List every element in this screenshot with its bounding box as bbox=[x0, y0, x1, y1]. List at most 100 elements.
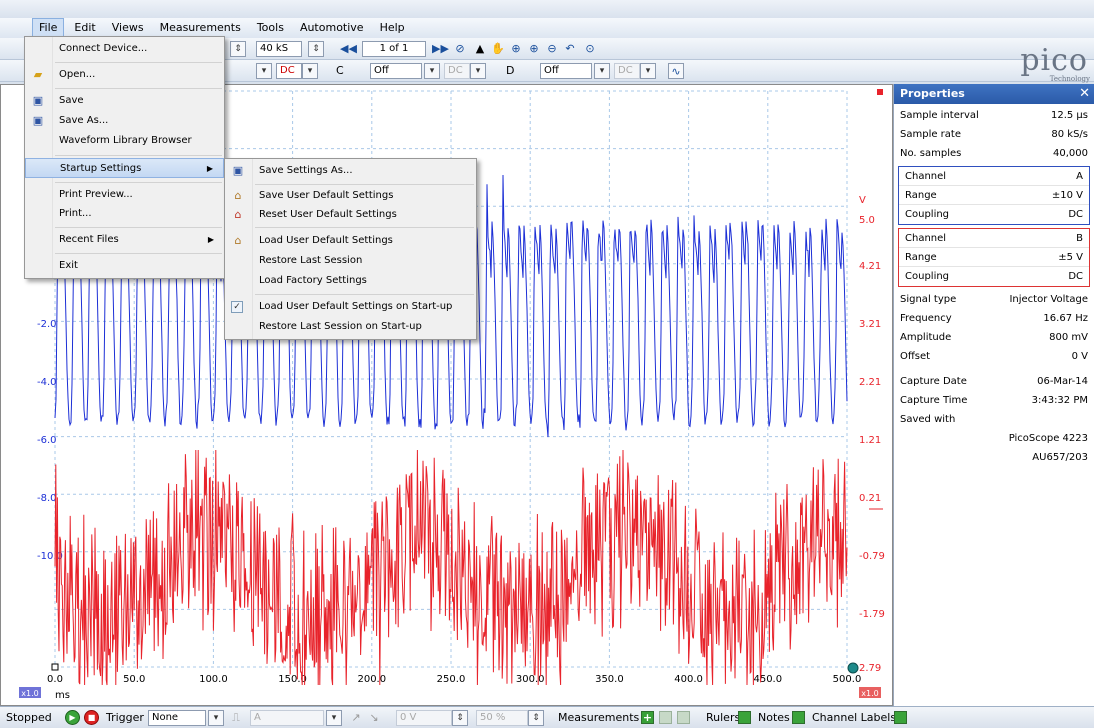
menu-item-save-settings-as[interactable]: ▣ Save Settings As... bbox=[225, 161, 476, 181]
property-row: Offset 0 V bbox=[894, 347, 1094, 366]
menu-item-label: Restore Last Session bbox=[259, 255, 363, 266]
channel-d-range-dropdown[interactable]: ▾ bbox=[594, 63, 610, 79]
x-axis-unit: ms bbox=[55, 690, 70, 701]
right-axis-tick: 4.21 bbox=[859, 261, 881, 272]
edit-measurement-icon[interactable] bbox=[659, 711, 672, 724]
menu-item-load-default-on-startup[interactable]: ✓ Load User Default Settings on Start-up bbox=[225, 297, 476, 317]
trigger-level[interactable]: 0 V bbox=[396, 710, 452, 726]
menu-item-open[interactable]: ▰ Open... bbox=[25, 65, 224, 85]
trigger-position[interactable]: 50 % bbox=[476, 710, 528, 726]
menu-separator bbox=[55, 182, 222, 183]
menu-item-label: Load User Default Settings on Start-up bbox=[259, 301, 453, 312]
menu-help[interactable]: Help bbox=[379, 21, 405, 34]
menu-item-restore-last-session[interactable]: Restore Last Session bbox=[225, 251, 476, 271]
x-tick-label: 250.0 bbox=[437, 674, 466, 685]
math-channel-icon[interactable]: ∿ bbox=[668, 63, 684, 79]
menu-item-recent-files[interactable]: Recent Files ▶ bbox=[25, 230, 224, 250]
menu-item-exit[interactable]: Exit bbox=[25, 256, 224, 276]
zoom-fit-icon[interactable]: ⊙ bbox=[585, 42, 595, 55]
channel-a-coupling[interactable]: DC bbox=[276, 63, 302, 79]
trigger-channel-dropdown[interactable]: ▾ bbox=[326, 710, 342, 726]
zoom-in-icon[interactable]: ⊕ bbox=[529, 42, 539, 55]
menu-item-label: Exit bbox=[59, 260, 78, 271]
zoom-out-icon[interactable]: ⊖ bbox=[547, 42, 557, 55]
property-value: ±5 V bbox=[1058, 252, 1083, 263]
add-measurement-icon[interactable]: + bbox=[641, 711, 654, 724]
left-axis-tick: -2.0 bbox=[37, 319, 57, 330]
hand-tool-icon[interactable]: ✋ bbox=[491, 42, 505, 55]
property-value: B bbox=[1076, 233, 1083, 244]
buffer-navigator[interactable]: 1 of 1 bbox=[362, 41, 426, 57]
menu-item-label: Save bbox=[59, 95, 84, 106]
menu-item-load-user-default[interactable]: ⌂ Load User Default Settings bbox=[225, 231, 476, 251]
channel-c-label: C bbox=[336, 64, 344, 77]
undo-zoom-icon[interactable]: ↶ bbox=[565, 42, 575, 55]
properties-header: Properties ✕ bbox=[894, 84, 1094, 104]
menu-edit[interactable]: Edit bbox=[74, 21, 96, 34]
samples-stepper-2[interactable]: ⇕ bbox=[308, 41, 324, 57]
menu-item-waveform-library[interactable]: Waveform Library Browser bbox=[25, 131, 224, 151]
property-row: Range ±10 V bbox=[899, 186, 1089, 205]
channel-c-coupling[interactable]: DC bbox=[444, 63, 470, 79]
menu-item-load-factory-settings[interactable]: Load Factory Settings bbox=[225, 271, 476, 291]
delete-measurement-icon[interactable] bbox=[677, 711, 690, 724]
pico-logo-sub: Technology bbox=[1049, 75, 1090, 83]
channel-labels-toggle-icon[interactable] bbox=[894, 711, 907, 724]
menu-automotive[interactable]: Automotive bbox=[299, 21, 364, 34]
menu-item-print-preview[interactable]: Print Preview... bbox=[25, 185, 224, 205]
zoom-icon[interactable]: ⊕ bbox=[511, 42, 521, 55]
menu-separator bbox=[255, 294, 474, 295]
samples-stepper[interactable]: ⇕ bbox=[230, 41, 246, 57]
falling-edge-icon[interactable]: ↘ bbox=[369, 711, 379, 724]
rising-edge-icon[interactable]: ↗ bbox=[351, 711, 361, 724]
menu-item-save[interactable]: ▣ Save bbox=[25, 91, 224, 111]
x-tick-label: 400.0 bbox=[674, 674, 703, 685]
buffer-first-icon[interactable]: ◀◀ bbox=[340, 42, 357, 55]
notes-toggle-icon[interactable] bbox=[792, 711, 805, 724]
select-tool-icon[interactable]: ▲ bbox=[475, 42, 485, 55]
property-key: Range bbox=[905, 252, 937, 263]
property-key: Sample interval bbox=[900, 110, 979, 121]
properties-body: Sample interval 12.5 µs Sample rate 80 kS/s… bbox=[894, 104, 1094, 467]
property-key: Capture Date bbox=[900, 376, 967, 387]
channel-c-range[interactable]: Off bbox=[370, 63, 422, 79]
channel-a-coupling-dropdown[interactable]: ▾ bbox=[302, 63, 318, 79]
channel-d-range[interactable]: Off bbox=[540, 63, 592, 79]
menu-item-startup-settings[interactable]: Startup Settings ▶ bbox=[25, 158, 224, 178]
trigger-mode-dropdown[interactable]: ▾ bbox=[208, 710, 224, 726]
channel-a-properties: Channel A Range ±10 V Coupling DC bbox=[898, 166, 1090, 225]
compass-icon[interactable]: ⊘ bbox=[455, 42, 465, 55]
zoom-label-right: x1.0 bbox=[861, 689, 878, 698]
close-icon[interactable]: ✕ bbox=[1079, 86, 1090, 101]
menu-item-restore-session-on-startup[interactable]: Restore Last Session on Start-up bbox=[225, 317, 476, 337]
channel-a-range-dropdown[interactable]: ▾ bbox=[256, 63, 272, 79]
trigger-level-stepper[interactable]: ⇕ bbox=[452, 710, 468, 726]
trigger-channel[interactable]: A bbox=[250, 710, 324, 726]
start-icon[interactable]: ▶ bbox=[65, 710, 80, 725]
menu-file[interactable]: File bbox=[32, 18, 65, 38]
menu-views[interactable]: Views bbox=[111, 21, 144, 34]
menu-item-reset-user-default[interactable]: ⌂ Reset User Default Settings bbox=[225, 205, 476, 225]
property-row: Sample rate 80 kS/s bbox=[894, 125, 1094, 144]
channel-c-coupling-dropdown[interactable]: ▾ bbox=[470, 63, 486, 79]
channel-d-coupling-dropdown[interactable]: ▾ bbox=[640, 63, 656, 79]
property-key: Capture Time bbox=[900, 395, 968, 406]
stop-icon[interactable]: ■ bbox=[84, 710, 99, 725]
channel-d-coupling[interactable]: DC bbox=[614, 63, 640, 79]
menu-measurements[interactable]: Measurements bbox=[159, 21, 241, 34]
trigger-position-stepper[interactable]: ⇕ bbox=[528, 710, 544, 726]
menu-item-label: Load Factory Settings bbox=[259, 275, 367, 286]
menu-item-print[interactable]: Print... bbox=[25, 204, 224, 224]
buffer-next-icon[interactable]: ▶▶ bbox=[432, 42, 449, 55]
checkbox-checked[interactable]: ✓ bbox=[231, 301, 243, 313]
channel-c-range-dropdown[interactable]: ▾ bbox=[424, 63, 440, 79]
menu-item-connect-device[interactable]: Connect Device... bbox=[25, 39, 224, 59]
rulers-toggle-icon[interactable] bbox=[738, 711, 751, 724]
trigger-edge-icon[interactable]: ⎍ bbox=[232, 711, 240, 724]
menu-item-save-as[interactable]: ▣ Save As... bbox=[25, 111, 224, 131]
menu-item-save-user-default[interactable]: ⌂ Save User Default Settings bbox=[225, 186, 476, 206]
trigger-mode[interactable]: None bbox=[148, 710, 206, 726]
property-key: Coupling bbox=[905, 271, 950, 282]
menu-tools[interactable]: Tools bbox=[256, 21, 284, 34]
samples-field[interactable]: 40 kS bbox=[256, 41, 302, 57]
